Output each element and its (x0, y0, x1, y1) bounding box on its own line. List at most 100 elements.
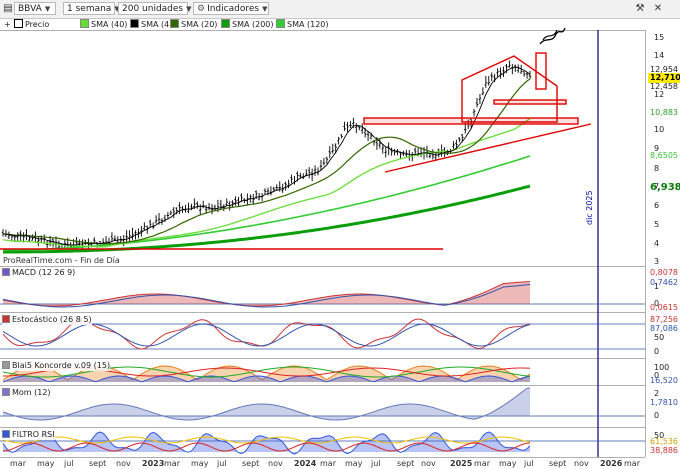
legend-sma20-label: SMA (20) (181, 20, 218, 29)
indicators-label: Indicadores (207, 4, 260, 14)
units-selector[interactable]: 200 unidades ▼ (118, 2, 192, 15)
rsi-filter-label[interactable]: FILTRO RSI (2, 430, 55, 440)
price-bar (407, 149, 411, 161)
time-tick: 2025 (450, 459, 473, 468)
price-bar (140, 225, 143, 237)
rsi-tick: 50 (654, 431, 665, 440)
price-bar (328, 146, 332, 159)
stochastic-label[interactable]: Estocástico (26 8 5) (2, 315, 92, 325)
time-tick: nov (574, 459, 589, 468)
indicators-icon: ⚙ (197, 4, 206, 14)
chevron-down-icon: ▼ (186, 5, 192, 13)
time-tick: mar (624, 459, 640, 468)
price-bar (496, 68, 499, 78)
rsi-filter-pane (0, 431, 645, 455)
price-swatch-icon (14, 19, 23, 28)
price-bar (313, 165, 317, 176)
macd-line (2, 281, 531, 307)
price-bar (528, 70, 532, 80)
price-bar (128, 230, 131, 242)
legend-item-sma120[interactable]: SMA (120) (276, 19, 329, 30)
indicators-button[interactable]: ⚙ Indicadores ▼ (193, 2, 269, 15)
add-indicator-icon[interactable]: + (4, 20, 11, 29)
stoch-tick: 0 (654, 347, 660, 356)
rsi-high-value: 61,536 (650, 437, 678, 446)
smoke-squiggle (539, 27, 566, 45)
time-tick: mar (474, 459, 490, 468)
chevron-down-icon: ▼ (114, 5, 119, 13)
price-bar (175, 207, 179, 215)
price-bar (331, 143, 335, 154)
chart-icon[interactable]: ▤ (3, 3, 13, 14)
price-bar (354, 123, 358, 134)
price-bar (169, 210, 173, 216)
price-tick: 12 (654, 90, 665, 99)
time-tick: sept (397, 459, 415, 468)
price-bar (234, 196, 237, 206)
price-bar (360, 123, 364, 134)
price-tick: 10 (654, 125, 665, 134)
legend-item-sma40[interactable]: SMA (40) (80, 19, 127, 30)
price-bar (440, 144, 443, 157)
symbol-label: BBVA (18, 4, 42, 14)
price-bar (187, 202, 190, 214)
price-bar (125, 230, 128, 244)
price-bar (499, 67, 502, 79)
time-tick: jul (217, 459, 227, 468)
momentum-label[interactable]: Mom (12) (2, 388, 51, 398)
price-tag-sma200: 6,938 (650, 182, 680, 193)
time-tick: mar (10, 459, 26, 468)
legend-item-price[interactable]: Precio (14, 19, 49, 30)
price-tick: 7 (654, 182, 660, 191)
macd-value: 0,8078 (650, 268, 678, 277)
time-tick: nov (116, 459, 131, 468)
legend-item-sma20[interactable]: SMA (20) (170, 19, 217, 30)
price-bar (148, 219, 152, 228)
price-tick: 15 (654, 33, 665, 42)
price-tick: 9 (654, 144, 660, 153)
time-tick: may (191, 459, 209, 468)
time-tick: mar (320, 459, 336, 468)
price-bar (325, 156, 329, 164)
price-bar (284, 181, 287, 191)
house-chimney (535, 52, 547, 90)
price-bar (231, 200, 234, 208)
date-marker-label: dic 2025 (585, 190, 594, 225)
time-tick: 2026 (600, 459, 623, 468)
koncorde-green (2, 366, 531, 378)
watermark: ProRealTime.com - Fin de Día (3, 256, 120, 265)
price-bar (51, 238, 55, 248)
price-bar (110, 232, 114, 242)
price-bar (275, 184, 279, 191)
macd-hist-value: 0,0615 (650, 303, 678, 312)
stoch-k-value: 87,256 (650, 315, 678, 324)
stoch-d-line (2, 323, 531, 347)
legend-item-sma4[interactable]: SMA (4) (130, 19, 172, 30)
time-tick: jul (64, 459, 74, 468)
price-tag-sma120: 8,6505 (650, 151, 678, 160)
close-icon[interactable]: ✕ (653, 3, 663, 14)
momentum-swatch-icon (2, 388, 10, 396)
macd-label[interactable]: MACD (12 26 9) (2, 268, 76, 278)
koncorde-label[interactable]: Blai5 Koncorde v.09 (15) (2, 361, 111, 371)
price-bar (513, 64, 517, 72)
legend-item-sma200[interactable]: SMA (200) (221, 19, 274, 30)
price-bar (502, 66, 505, 78)
legend-price-label: Precio (25, 20, 50, 29)
price-pane (1, 60, 532, 254)
wrench-icon[interactable]: ⚒ (635, 3, 645, 14)
price-bar (7, 231, 11, 239)
symbol-selector[interactable]: BBVA ▼ (14, 2, 56, 15)
price-bar (511, 64, 514, 75)
timeframe-selector[interactable]: 1 semana▼ (63, 2, 120, 15)
price-bar (349, 121, 352, 128)
price-bar (478, 93, 482, 105)
drawing-annotations (0, 27, 592, 250)
sma120-swatch-icon (276, 19, 285, 28)
sma200-line (3, 184, 531, 254)
stoch-tick: 50 (654, 333, 665, 342)
price-bar (522, 71, 526, 77)
koncorde-swatch-icon (2, 361, 10, 369)
sma20-swatch-icon (170, 19, 179, 28)
